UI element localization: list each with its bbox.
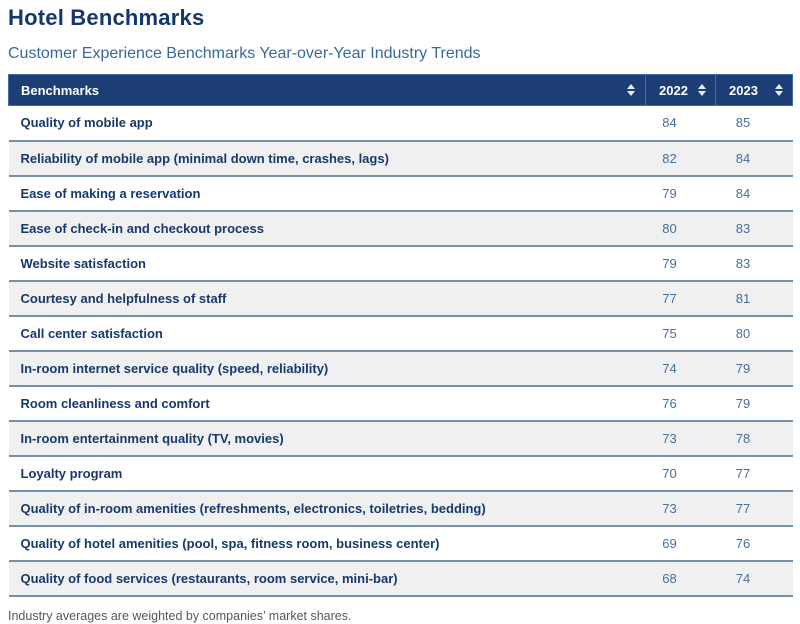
table-row: Call center satisfaction 75 80 — [8, 315, 793, 352]
benchmark-label: Room cleanliness and comfort — [8, 385, 646, 422]
benchmark-label: Loyalty program — [8, 455, 646, 492]
benchmark-label: Quality of in-room amenities (refreshmen… — [8, 490, 646, 527]
benchmark-label: Reliability of mobile app (minimal down … — [8, 140, 646, 177]
benchmark-label: Quality of food services (restaurants, r… — [8, 560, 646, 597]
value-2022: 77 — [645, 280, 716, 317]
value-2022: 80 — [645, 210, 716, 247]
value-2022: 70 — [645, 455, 716, 492]
benchmark-label: Ease of check-in and checkout process — [8, 210, 646, 247]
value-2022: 82 — [645, 140, 716, 177]
value-2023: 77 — [715, 455, 793, 492]
table-row: Reliability of mobile app (minimal down … — [8, 140, 793, 177]
benchmark-label: Quality of hotel amenities (pool, spa, f… — [8, 525, 646, 562]
table-row: Courtesy and helpfulness of staff 77 81 — [8, 280, 793, 317]
column-header-label: 2023 — [729, 82, 758, 98]
value-2023: 84 — [715, 175, 793, 212]
value-2023: 84 — [715, 140, 793, 177]
value-2022: 79 — [645, 175, 716, 212]
table-row: Room cleanliness and comfort 76 79 — [8, 385, 793, 422]
table-row: Ease of check-in and checkout process 80… — [8, 210, 793, 247]
benchmark-label: In-room entertainment quality (TV, movie… — [8, 420, 646, 457]
table-row: Quality of food services (restaurants, r… — [8, 560, 793, 597]
benchmark-label: In-room internet service quality (speed,… — [8, 350, 646, 387]
value-2022: 75 — [645, 315, 716, 352]
sort-icon[interactable] — [627, 84, 635, 96]
benchmarks-table: Benchmarks 2022 2023 — [8, 74, 793, 597]
page: Hotel Benchmarks Customer Experience Ben… — [0, 4, 800, 623]
table-row: Website satisfaction 79 83 — [8, 245, 793, 282]
value-2022: 69 — [645, 525, 716, 562]
table-row: Quality of mobile app 84 85 — [8, 105, 793, 142]
value-2022: 68 — [645, 560, 716, 597]
footnote: Industry averages are weighted by compan… — [8, 608, 352, 623]
value-2022: 76 — [645, 385, 716, 422]
column-header-2022[interactable]: 2022 — [645, 74, 716, 106]
value-2022: 73 — [645, 490, 716, 527]
table-row: Quality of hotel amenities (pool, spa, f… — [8, 525, 793, 562]
value-2023: 76 — [715, 525, 793, 562]
value-2022: 79 — [645, 245, 716, 282]
page-title: Hotel Benchmarks — [8, 5, 205, 30]
benchmark-label: Website satisfaction — [8, 245, 646, 282]
benchmark-label: Quality of mobile app — [8, 105, 646, 142]
table-row: Ease of making a reservation 79 84 — [8, 175, 793, 212]
benchmark-label: Ease of making a reservation — [8, 175, 646, 212]
sort-icon[interactable] — [775, 84, 783, 96]
value-2023: 74 — [715, 560, 793, 597]
value-2023: 83 — [715, 210, 793, 247]
benchmark-label: Courtesy and helpfulness of staff — [8, 280, 646, 317]
table-row: Loyalty program 70 77 — [8, 455, 793, 492]
value-2022: 74 — [645, 350, 716, 387]
value-2023: 85 — [715, 105, 793, 142]
column-header-label: Benchmarks — [21, 82, 100, 98]
value-2022: 73 — [645, 420, 716, 457]
benchmark-label: Call center satisfaction — [8, 315, 646, 352]
table-row: In-room entertainment quality (TV, movie… — [8, 420, 793, 457]
sort-icon[interactable] — [698, 84, 706, 96]
value-2023: 81 — [715, 280, 793, 317]
value-2022: 84 — [645, 105, 716, 142]
table-header: Benchmarks 2022 2023 — [8, 74, 793, 106]
column-header-2023[interactable]: 2023 — [715, 74, 793, 106]
value-2023: 77 — [715, 490, 793, 527]
value-2023: 79 — [715, 385, 793, 422]
page-subtitle: Customer Experience Benchmarks Year-over… — [8, 45, 481, 62]
table-row: Quality of in-room amenities (refreshmen… — [8, 490, 793, 527]
table-body: Quality of mobile app 84 85 Reliability … — [8, 105, 793, 597]
value-2023: 79 — [715, 350, 793, 387]
value-2023: 80 — [715, 315, 793, 352]
column-header-label: 2022 — [659, 82, 688, 98]
table-row: In-room internet service quality (speed,… — [8, 350, 793, 387]
value-2023: 83 — [715, 245, 793, 282]
column-header-benchmarks[interactable]: Benchmarks — [8, 74, 646, 106]
value-2023: 78 — [715, 420, 793, 457]
